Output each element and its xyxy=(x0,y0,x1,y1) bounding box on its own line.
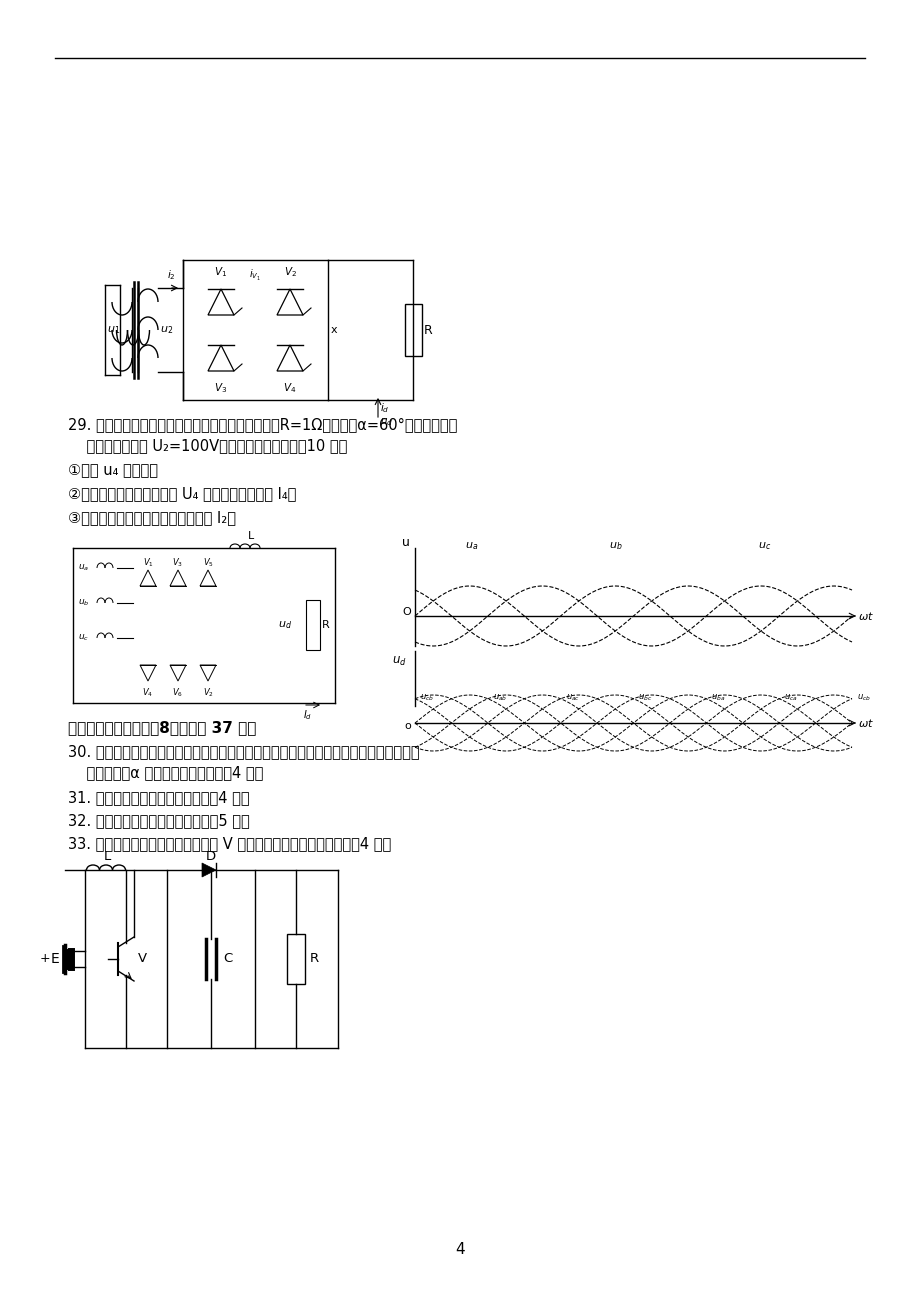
Text: $u_b$: $u_b$ xyxy=(78,598,89,608)
Text: $u_d$: $u_d$ xyxy=(391,655,406,668)
Polygon shape xyxy=(202,863,216,878)
Text: $V_2$: $V_2$ xyxy=(283,266,296,279)
Text: ③计算变压器二次侧相电流的有效値 I₂。: ③计算变压器二次侧相电流的有效値 I₂。 xyxy=(68,510,236,526)
Text: 30. 在单相全控桥式变流电路中，试问变流电路分别处于整流工作状态和有源逆变工作状: 30. 在单相全控桥式变流电路中，试问变流电路分别处于整流工作状态和有源逆变工作… xyxy=(68,745,419,759)
Text: $i_{V_1}$: $i_{V_1}$ xyxy=(249,268,261,283)
Text: $u_1$: $u_1$ xyxy=(107,324,120,336)
Text: $u_d$: $u_d$ xyxy=(380,417,392,428)
Text: u: u xyxy=(402,536,410,549)
Text: R: R xyxy=(424,323,432,336)
Text: R: R xyxy=(310,953,319,966)
Text: 33. 分别画出下图直流升压斦波电路 V 开通、关断时的等效电路图。（4 分）: 33. 分别画出下图直流升压斦波电路 V 开通、关断时的等效电路图。（4 分） xyxy=(68,836,391,852)
Text: $u_b$: $u_b$ xyxy=(608,540,622,552)
Text: $V_4$: $V_4$ xyxy=(283,381,296,395)
Text: $V_1$: $V_1$ xyxy=(142,557,153,569)
Text: o: o xyxy=(403,721,411,730)
Text: R: R xyxy=(322,620,329,630)
Text: L: L xyxy=(247,531,254,542)
Text: 31. 产生有源逆变的条件是什么？（4 分）: 31. 产生有源逆变的条件是什么？（4 分） xyxy=(68,790,249,806)
Text: $I_d$: $I_d$ xyxy=(303,708,312,721)
Text: $\omega t$: $\omega t$ xyxy=(857,611,873,622)
Text: $V_1$: $V_1$ xyxy=(214,266,227,279)
Text: $u_a$: $u_a$ xyxy=(465,540,478,552)
Text: $u_a$: $u_a$ xyxy=(78,562,89,573)
Text: x: x xyxy=(331,326,337,335)
Text: ②计算整流输出电压平均値 U₄ 和输出电流平均値 I₄；: ②计算整流输出电压平均値 U₄ 和输出电流平均値 I₄； xyxy=(68,487,296,501)
Text: $u_d$: $u_d$ xyxy=(278,618,291,631)
Text: O: O xyxy=(402,607,411,617)
Text: $u_{ac}$: $u_{ac}$ xyxy=(565,693,579,703)
Text: $u_{cb}$: $u_{cb}$ xyxy=(857,693,870,703)
Text: $u_{cb}$: $u_{cb}$ xyxy=(420,693,434,703)
Text: V: V xyxy=(138,953,147,966)
Text: $u_{ab}$: $u_{ab}$ xyxy=(493,693,506,703)
Text: $u_{ba}$: $u_{ba}$ xyxy=(710,693,725,703)
Text: 29. 如图所示三相全控桥式整流电路，大电感负载，R=1Ω，控制角α=60°，变压器的二: 29. 如图所示三相全控桥式整流电路，大电感负载，R=1Ω，控制角α=60°，变… xyxy=(68,418,457,432)
Text: ①画出 u₄ 的波形；: ①画出 u₄ 的波形； xyxy=(68,462,158,478)
Text: $i_2$: $i_2$ xyxy=(166,268,176,283)
Bar xyxy=(404,303,422,355)
Text: $u_{ca}$: $u_{ca}$ xyxy=(783,693,797,703)
Text: 次相电压有效値 U₂=100V，试回答下列问题：（10 分）: 次相电压有效値 U₂=100V，试回答下列问题：（10 分） xyxy=(68,439,347,453)
Text: 32. 画出晶闸管的双晶体管模型。（5 分）: 32. 画出晶闸管的双晶体管模型。（5 分） xyxy=(68,814,249,828)
Text: +: + xyxy=(40,953,50,966)
Text: $V_3$: $V_3$ xyxy=(214,381,227,395)
Text: $V_6$: $V_6$ xyxy=(172,686,183,699)
Bar xyxy=(306,600,320,650)
Text: 4: 4 xyxy=(455,1242,464,1258)
Text: E: E xyxy=(51,952,60,966)
Text: $V_4$: $V_4$ xyxy=(142,686,153,699)
Text: L: L xyxy=(103,850,110,863)
Text: 四、简答题（本大题兲8小题，共 37 分）: 四、简答题（本大题兲8小题，共 37 分） xyxy=(68,720,256,736)
Bar xyxy=(287,934,305,984)
Text: $u_c$: $u_c$ xyxy=(757,540,770,552)
Text: $u_c$: $u_c$ xyxy=(78,633,89,643)
Text: $i_d$: $i_d$ xyxy=(380,401,389,415)
Text: $V_2$: $V_2$ xyxy=(202,686,213,699)
Text: $V_3$: $V_3$ xyxy=(172,557,183,569)
Text: $u_2$: $u_2$ xyxy=(160,324,173,336)
Text: 态时触发角α 分别在什么范围内？（4 分）: 态时触发角α 分别在什么范围内？（4 分） xyxy=(68,766,263,780)
Text: C: C xyxy=(222,953,232,966)
Text: D: D xyxy=(206,850,216,863)
Text: $\omega t$: $\omega t$ xyxy=(857,717,873,729)
Text: $V_5$: $V_5$ xyxy=(202,557,213,569)
Text: $u_{bc}$: $u_{bc}$ xyxy=(638,693,652,703)
